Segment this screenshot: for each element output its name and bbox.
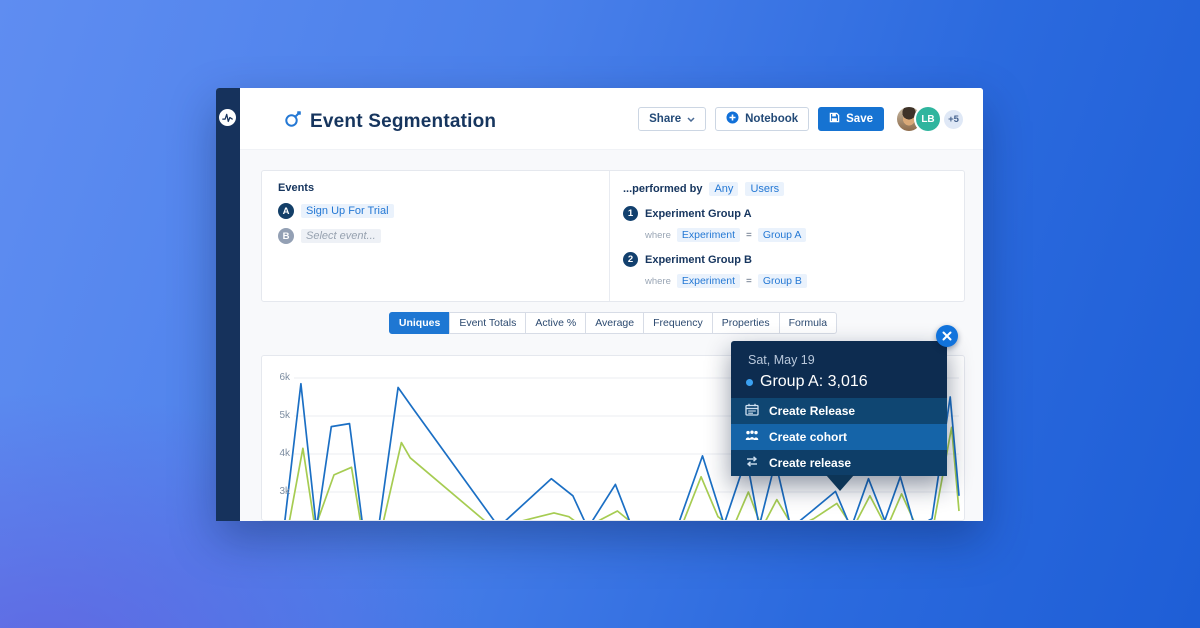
chevron-down-icon — [687, 113, 695, 125]
series-group-a[interactable] — [284, 382, 960, 521]
save-icon — [829, 112, 840, 126]
user-avatar-initials[interactable]: LB — [916, 107, 940, 131]
event-segmentation-icon — [284, 110, 302, 133]
swap-icon — [745, 455, 759, 471]
event-row-a: A Sign Up For Trial — [278, 203, 609, 219]
save-button[interactable]: Save — [818, 107, 884, 131]
calendar-icon — [745, 403, 759, 419]
tab-properties[interactable]: Properties — [711, 312, 780, 334]
cohort-icon — [745, 429, 759, 445]
scope-users-selector[interactable]: Users — [745, 182, 785, 196]
menu-item-create-release-alt[interactable]: Create release — [731, 450, 947, 476]
avatar-overflow-badge[interactable]: +5 — [944, 109, 963, 129]
y-axis-tick-label: 4k — [279, 448, 290, 459]
close-icon — [942, 329, 952, 344]
event-b-badge: B — [278, 228, 294, 244]
avatar-group: LB +5 — [897, 107, 963, 131]
app-sidebar — [216, 88, 240, 521]
series-group-b[interactable] — [288, 426, 960, 521]
group-1-value-selector[interactable]: Group A — [757, 228, 807, 242]
segment-group-1: 1 Experiment Group A — [623, 206, 964, 221]
chart-tooltip: Sat, May 19 Group A: 3,016 — [731, 341, 947, 491]
page-title: Event Segmentation — [310, 110, 497, 132]
tooltip-value: Group A: 3,016 — [760, 373, 868, 390]
performed-by-heading: ...performed by — [623, 183, 703, 195]
group-2-name[interactable]: Experiment Group B — [645, 253, 752, 266]
group-2-property-selector[interactable]: Experiment — [676, 274, 740, 288]
tooltip-date: Sat, May 19 — [748, 353, 815, 367]
y-axis-tick-label: 6k — [279, 372, 290, 383]
metric-tabs: Uniques Event Totals Active % Average Fr… — [261, 312, 965, 334]
menu-item-create-cohort[interactable]: Create cohort — [731, 424, 947, 450]
menu-item-label: Create Release — [769, 404, 856, 418]
query-builder-panel: Events A Sign Up For Trial B Select even… — [261, 170, 965, 302]
header-toolbar: Share Notebook — [638, 107, 963, 131]
group-2-badge: 2 — [623, 252, 638, 267]
tooltip-value-row: Group A: 3,016 — [731, 367, 947, 391]
notebook-button[interactable]: Notebook — [715, 107, 810, 131]
close-button[interactable] — [936, 325, 958, 347]
group-1-property-selector[interactable]: Experiment — [676, 228, 740, 242]
share-button-label: Share — [649, 113, 682, 125]
series-a-dot-icon — [746, 378, 753, 386]
group-1-name[interactable]: Experiment Group A — [645, 207, 752, 220]
y-axis-tick-label: 3k — [279, 486, 290, 497]
share-button[interactable]: Share — [638, 107, 707, 131]
where-label: where — [645, 229, 671, 241]
y-axis-tick-label: 5k — [279, 410, 290, 421]
group-2-filter: where Experiment = Group B — [645, 274, 964, 288]
tab-frequency[interactable]: Frequency — [643, 312, 713, 334]
group-2-operator[interactable]: = — [745, 275, 752, 287]
notebook-button-label: Notebook — [745, 113, 799, 125]
tooltip-menu: Create Release Create cohort — [731, 398, 947, 476]
menu-item-label: Create release — [769, 456, 852, 470]
event-b-selector[interactable]: Select event... — [301, 229, 381, 243]
panel-divider — [609, 171, 610, 301]
events-heading: Events — [278, 182, 315, 194]
tab-uniques[interactable]: Uniques — [388, 312, 451, 334]
menu-item-create-release[interactable]: Create Release — [731, 398, 947, 424]
tab-average[interactable]: Average — [585, 312, 645, 334]
group-1-badge: 1 — [623, 206, 638, 221]
tab-formula[interactable]: Formula — [778, 312, 838, 334]
segment-group-2: 2 Experiment Group B — [623, 252, 964, 267]
where-label: where — [645, 275, 671, 287]
group-1-operator[interactable]: = — [745, 229, 752, 241]
events-section: Events A Sign Up For Trial B Select even… — [262, 171, 609, 301]
group-2-value-selector[interactable]: Group B — [757, 274, 807, 288]
app-window: Event Segmentation Share — [216, 88, 983, 521]
tab-event-totals[interactable]: Event Totals — [449, 312, 527, 334]
event-a-selector[interactable]: Sign Up For Trial — [301, 204, 394, 218]
menu-item-label: Create cohort — [769, 430, 848, 444]
app-header: Event Segmentation Share — [240, 88, 983, 150]
event-a-badge: A — [278, 203, 294, 219]
save-button-label: Save — [846, 113, 873, 125]
performed-by-section: ...performed by Any Users 1 Experiment G… — [610, 171, 964, 301]
group-1-filter: where Experiment = Group A — [645, 228, 964, 242]
tab-active-pct[interactable]: Active % — [525, 312, 587, 334]
event-row-b: B Select event... — [278, 228, 609, 244]
tooltip-pointer — [826, 475, 854, 491]
amplitude-logo-icon[interactable] — [219, 109, 236, 126]
scope-any-selector[interactable]: Any — [709, 182, 739, 196]
plus-circle-icon — [726, 111, 739, 127]
